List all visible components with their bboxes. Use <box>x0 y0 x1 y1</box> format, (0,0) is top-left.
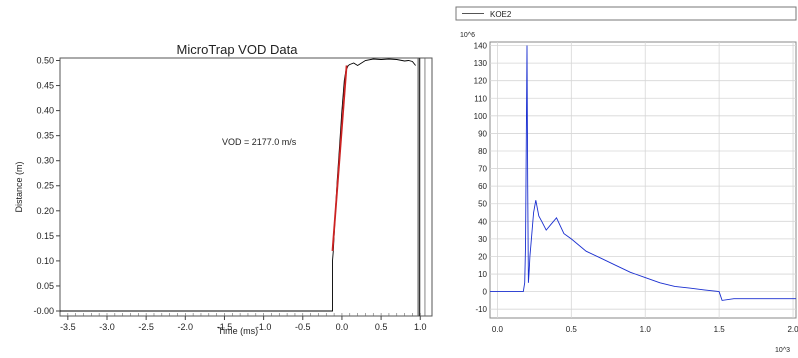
vod-y-axis-label: Distance (m) <box>14 161 24 212</box>
koe2-y-tick-label: 70 <box>478 165 487 174</box>
vod-plot-frame <box>59 57 433 317</box>
koe2-x-tick-label: 0.5 <box>566 325 578 334</box>
vod-y-tick-label: 0.45 <box>36 81 54 91</box>
koe2-chart: KOE2 10^6 -10 0 10 20 30 40 50 60 70 80 90 100 110 12… <box>455 6 798 354</box>
vod-x-tick-label: -2.0 <box>178 322 194 332</box>
vod-y-tick-label: 0.20 <box>36 206 54 216</box>
vod-x-axis-label: Time (ms) <box>218 326 258 336</box>
vod-y-tick-label: 0.05 <box>36 281 54 291</box>
vod-y-tick-label: 0.15 <box>36 231 54 241</box>
koe2-y-tick-label: 30 <box>478 235 487 244</box>
vod-x-tick-label: -2.5 <box>138 322 154 332</box>
vod-x-axis: -3.5 -3.0 -2.5 -2.0 -1.5 -1.0 -0.5 0.0 0.5 1.0 <box>59 313 427 332</box>
vod-x-tick-label: -1.0 <box>256 322 272 332</box>
koe2-x-tick-label: 0.0 <box>492 325 504 334</box>
koe2-x-tick-label: 1.5 <box>714 325 726 334</box>
koe2-y-tick-label: 20 <box>478 252 487 261</box>
vod-y-tick-label: 0.25 <box>36 181 54 191</box>
vod-x-tick-label: -3.5 <box>60 322 76 332</box>
koe2-y-tick-label: -10 <box>475 305 487 314</box>
koe2-legend-label: KOE2 <box>490 10 512 19</box>
vod-y-tick-label: -0.00 <box>33 306 54 316</box>
vod-fit-line <box>331 65 348 251</box>
koe2-x-axis: 0.0 0.5 1.0 1.5 2.0 <box>492 325 798 334</box>
koe2-y-tick-label: 100 <box>474 112 488 121</box>
koe2-series <box>490 45 796 301</box>
koe2-y-tick-label: 10 <box>478 270 487 279</box>
koe2-y-tick-label: 120 <box>474 77 488 86</box>
vod-y-tick-label: 0.50 <box>36 56 54 66</box>
koe2-x-multiplier: 10^3 <box>775 347 790 354</box>
koe2-y-multiplier: 10^6 <box>460 32 475 39</box>
vod-y-tick-label: 0.10 <box>36 256 54 266</box>
vod-annotation: VOD = 2177.0 m/s <box>222 137 297 147</box>
vod-x-tick-label: 0.0 <box>336 322 349 332</box>
koe2-plot-frame <box>489 41 797 319</box>
vod-x-tick-label: -3.0 <box>99 322 115 332</box>
koe2-y-tick-label: 80 <box>478 147 487 156</box>
vod-series <box>60 58 416 312</box>
vod-x-tick-label: 1.0 <box>414 322 427 332</box>
koe2-x-tick-label: 2.0 <box>787 325 798 334</box>
vod-y-tick-label: 0.40 <box>36 106 54 116</box>
koe2-y-tick-label: 90 <box>478 129 487 138</box>
koe2-y-tick-label: 60 <box>478 182 487 191</box>
koe2-y-tick-label: 140 <box>474 42 488 51</box>
koe2-y-tick-label: 110 <box>474 94 487 103</box>
vod-chart: MicroTrap VOD Data -0.00 0.05 0.10 0.15 0.20… <box>14 42 433 336</box>
koe2-x-tick-label: 1.0 <box>640 325 652 334</box>
koe2-y-tick-label: 40 <box>478 217 487 226</box>
vod-x-tick-label: 0.5 <box>375 322 388 332</box>
koe2-y-tick-label: 0 <box>483 288 488 297</box>
koe2-y-axis: -10 0 10 20 30 40 50 60 70 80 90 100 110 120 130 140 <box>474 42 488 315</box>
vod-y-tick-label: 0.35 <box>36 131 54 141</box>
vod-marker-lines <box>417 58 426 316</box>
koe2-y-tick-label: 130 <box>474 59 488 68</box>
vod-x-tick-label: -0.5 <box>295 322 311 332</box>
vod-data-line <box>60 58 416 312</box>
vod-y-axis: -0.00 0.05 0.10 0.15 0.20 0.25 0.30 0.35 0.40 0.4… <box>33 56 60 316</box>
koe2-y-tick-label: 50 <box>478 200 487 209</box>
koe2-data-line <box>490 45 796 301</box>
vod-x-tick-label: -1.5 <box>217 322 233 332</box>
vod-chart-title: MicroTrap VOD Data <box>177 42 299 57</box>
koe2-legend-box <box>455 6 797 21</box>
vod-y-tick-label: 0.30 <box>36 156 54 166</box>
koe2-grid <box>490 42 796 318</box>
